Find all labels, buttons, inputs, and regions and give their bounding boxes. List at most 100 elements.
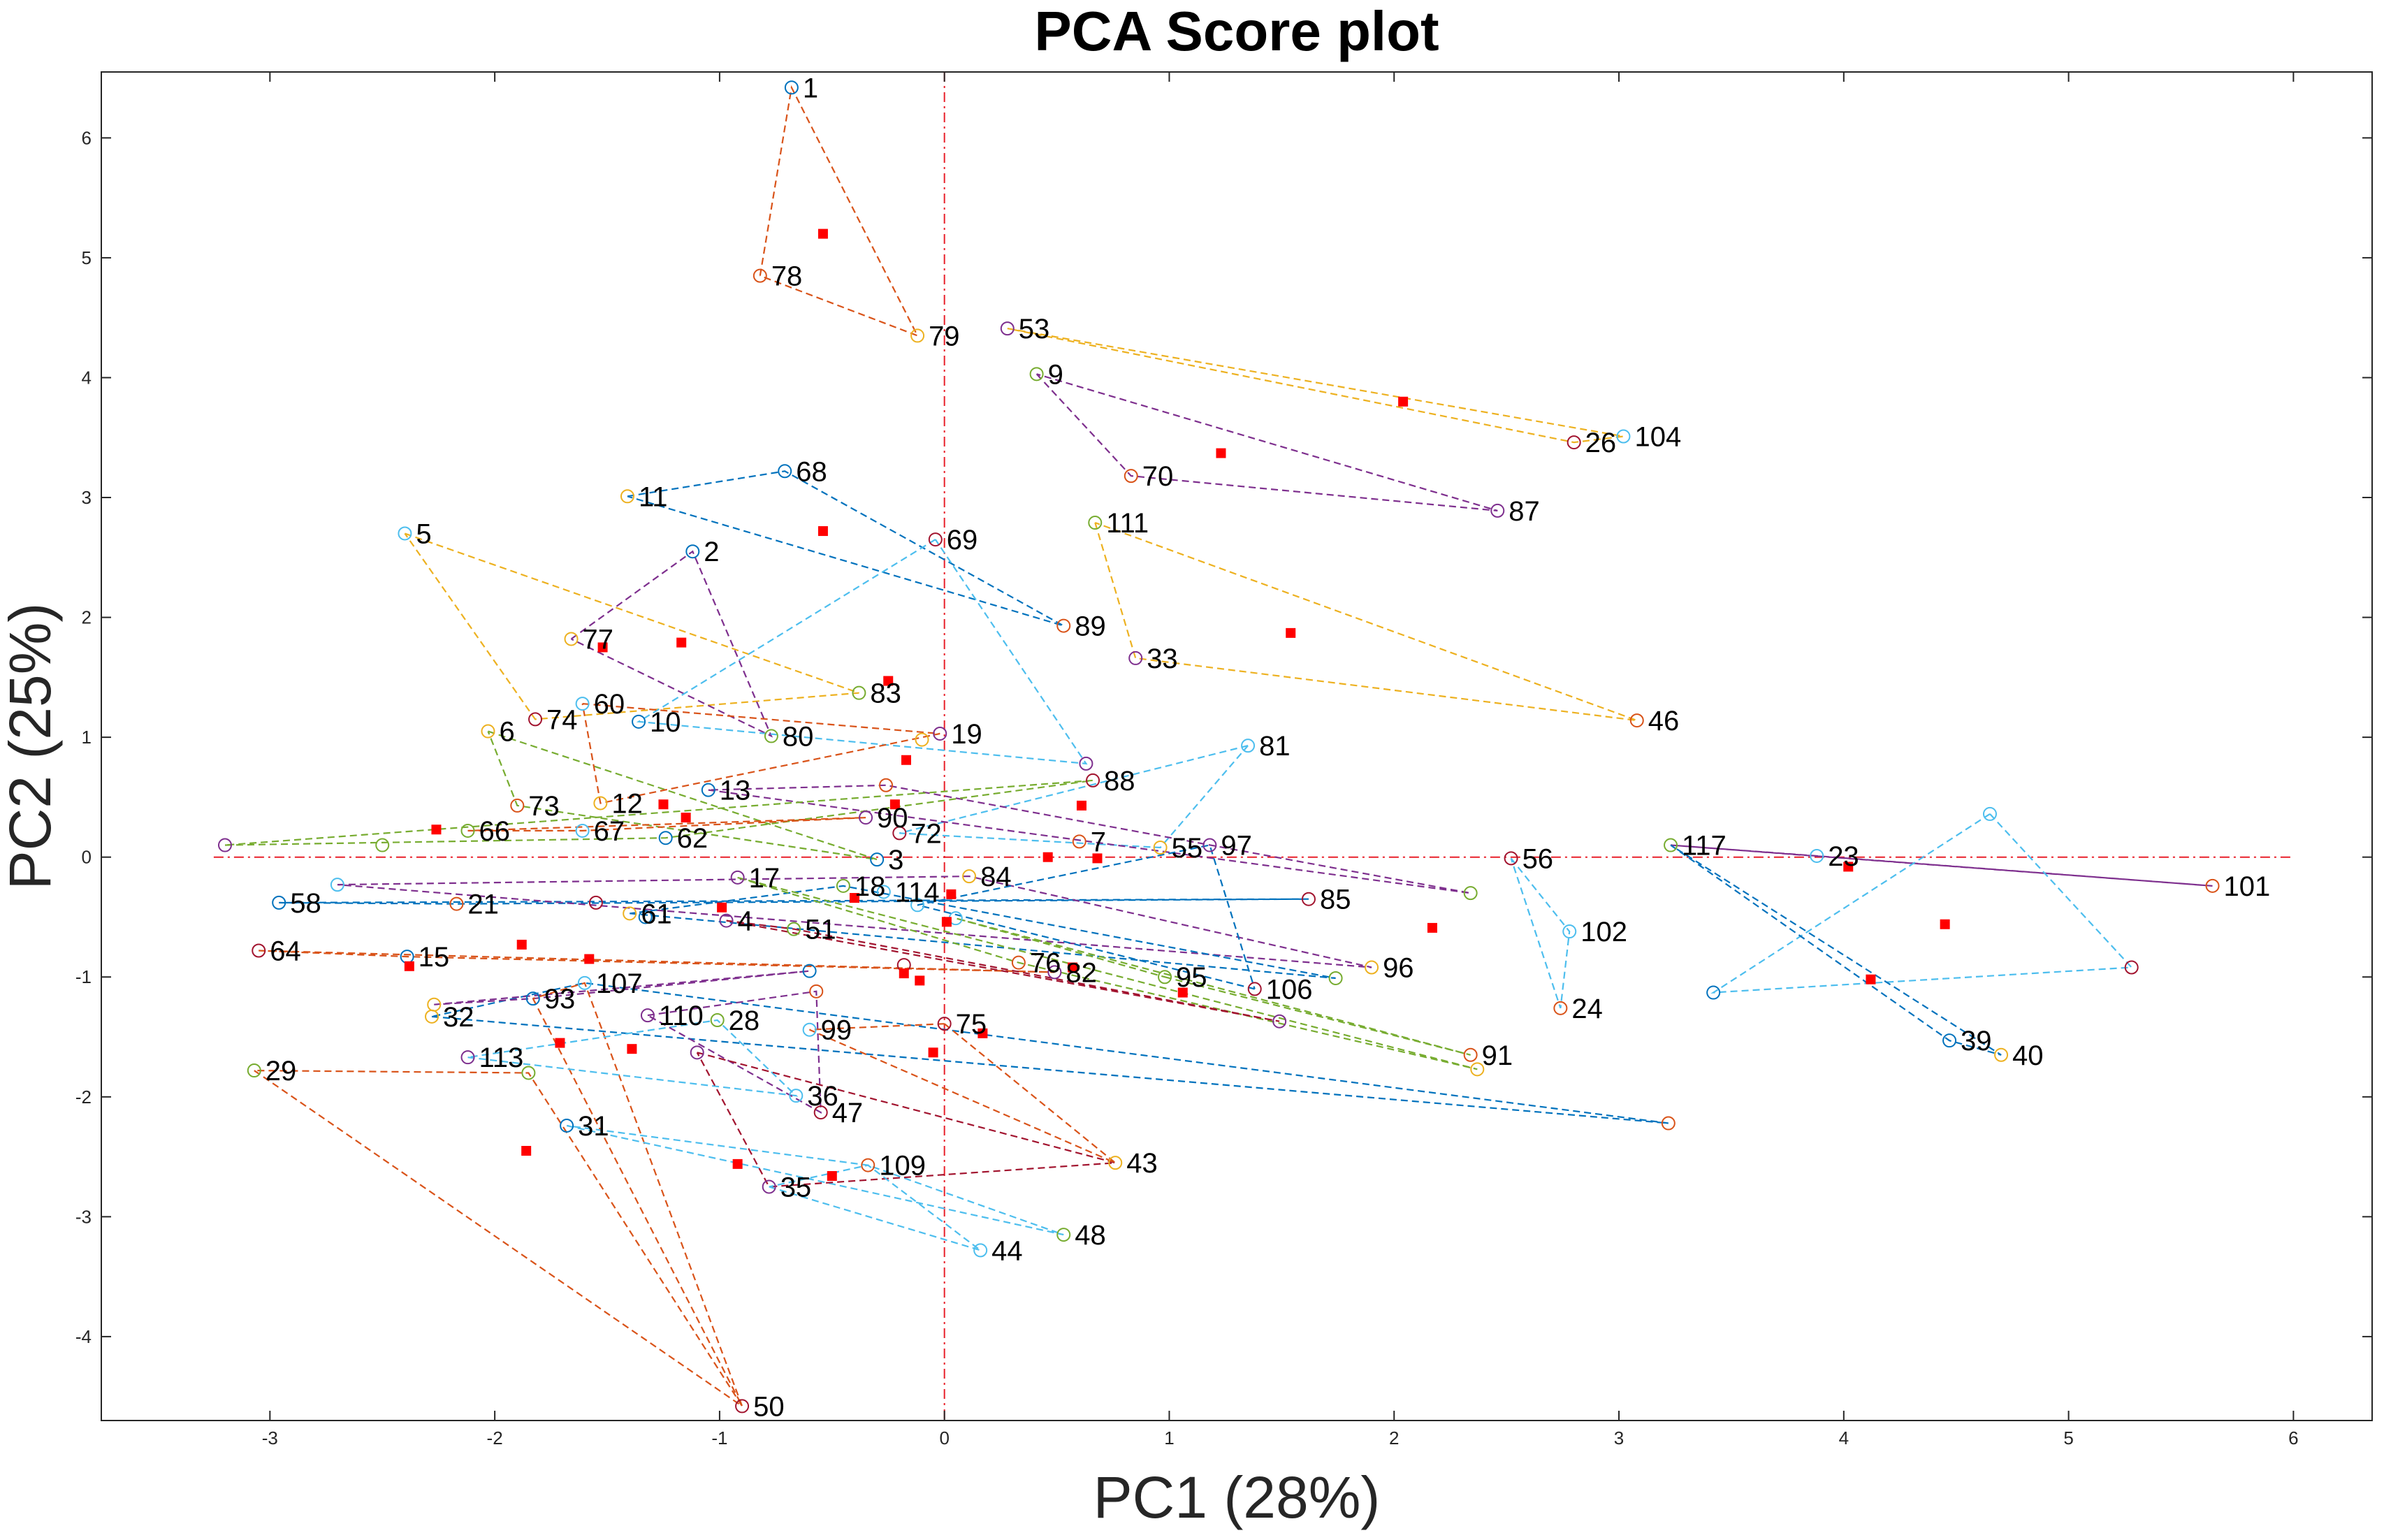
point-label-84: 84 bbox=[980, 862, 1012, 892]
series-line-group-15 bbox=[1670, 844, 2213, 887]
y-tick-label: 1 bbox=[82, 727, 92, 748]
centroid-marker bbox=[658, 799, 669, 810]
data-point-101 bbox=[2205, 878, 2220, 893]
series-line-group-4 bbox=[627, 470, 1064, 627]
point-label-53: 53 bbox=[1019, 314, 1050, 344]
point-label-48: 48 bbox=[1075, 1220, 1106, 1251]
data-point-87 bbox=[1490, 503, 1505, 518]
series-line-group-5 bbox=[1094, 521, 1638, 722]
data-point-2 bbox=[685, 544, 700, 559]
centroid-marker bbox=[516, 939, 527, 950]
y-tick-label: 3 bbox=[82, 487, 92, 508]
data-point-77 bbox=[564, 632, 579, 646]
x-tick-label: 4 bbox=[1839, 1428, 1849, 1448]
point-label-101: 101 bbox=[2224, 871, 2271, 902]
chart-title: PCA Score plot bbox=[1034, 0, 1439, 62]
point-label-6: 6 bbox=[499, 717, 514, 748]
data-point-unlabeled bbox=[1661, 1116, 1676, 1131]
centroid-marker bbox=[1427, 922, 1437, 933]
point-label-56: 56 bbox=[1522, 843, 1554, 874]
data-point-85 bbox=[1301, 892, 1316, 906]
centroid-marker bbox=[915, 975, 925, 986]
x-tick-label: 2 bbox=[1389, 1428, 1399, 1448]
centroid-marker bbox=[827, 1171, 837, 1182]
centroid-marker bbox=[889, 799, 900, 810]
data-point-117 bbox=[1664, 838, 1678, 852]
data-point-76 bbox=[1011, 955, 1026, 970]
point-label-40: 40 bbox=[2012, 1040, 2044, 1071]
point-label-4: 4 bbox=[738, 906, 753, 937]
x-axis-ticks: -3 -2 -1 0 1 2 3 4 5 6 bbox=[262, 72, 2299, 1448]
point-label-69: 69 bbox=[947, 525, 978, 555]
series-line-group-35 bbox=[955, 917, 1471, 1056]
y-tick-label: 0 bbox=[82, 847, 92, 868]
centroid-marker bbox=[555, 1038, 565, 1048]
data-point-unlabeled bbox=[809, 984, 824, 998]
centroid-marker bbox=[584, 954, 595, 964]
data-point-111 bbox=[1088, 516, 1103, 530]
data-point-50 bbox=[735, 1399, 750, 1414]
data-point-68 bbox=[778, 464, 792, 479]
point-label-60: 60 bbox=[594, 689, 625, 720]
data-point-unlabeled bbox=[1079, 756, 1093, 771]
data-point-64 bbox=[252, 943, 266, 958]
series-line-group-17 bbox=[1670, 844, 2002, 1056]
data-point-93 bbox=[525, 991, 540, 1006]
data-point-66 bbox=[460, 823, 475, 838]
data-point-17 bbox=[730, 870, 745, 885]
point-label-11: 11 bbox=[639, 481, 668, 512]
x-tick-label: 0 bbox=[939, 1428, 949, 1448]
data-point-4 bbox=[719, 913, 734, 928]
data-point-24 bbox=[1553, 1001, 1568, 1015]
data-point-82 bbox=[1047, 965, 1062, 980]
point-label-46: 46 bbox=[1648, 706, 1680, 736]
data-point-13 bbox=[701, 783, 715, 797]
point-label-35: 35 bbox=[780, 1172, 812, 1203]
point-label-114: 114 bbox=[895, 877, 940, 908]
series-layer bbox=[224, 85, 2213, 1407]
point-label-106: 106 bbox=[1266, 974, 1313, 1005]
series-line-group-9 bbox=[487, 730, 878, 861]
plot-area bbox=[101, 71, 2373, 1421]
series-line-group-19 bbox=[279, 898, 1309, 905]
data-point-79 bbox=[910, 328, 925, 343]
data-point-unlabeled bbox=[1272, 1014, 1287, 1029]
series-line-group-29 bbox=[254, 1070, 743, 1407]
point-label-43: 43 bbox=[1126, 1148, 1158, 1179]
centroids-layer bbox=[404, 228, 1950, 1182]
data-point-109 bbox=[861, 1158, 875, 1172]
y-tick-label: -4 bbox=[75, 1326, 92, 1347]
point-label-109: 109 bbox=[879, 1151, 926, 1182]
point-label-102: 102 bbox=[1580, 917, 1627, 947]
point-label-26: 26 bbox=[1585, 428, 1617, 458]
data-point-107 bbox=[577, 975, 592, 990]
centroid-marker bbox=[1177, 987, 1188, 998]
data-point-23 bbox=[1810, 848, 1824, 863]
data-point-74 bbox=[528, 712, 543, 727]
centroid-marker bbox=[946, 889, 957, 899]
point-label-29: 29 bbox=[266, 1056, 297, 1087]
series-line-group-11 bbox=[899, 745, 1249, 849]
point-label-97: 97 bbox=[1221, 831, 1252, 862]
data-point-97 bbox=[1202, 838, 1217, 852]
point-label-73: 73 bbox=[528, 791, 560, 822]
point-label-79: 79 bbox=[929, 321, 960, 351]
data-point-19 bbox=[933, 726, 947, 741]
centroid-marker bbox=[681, 813, 691, 823]
series-line-group-1 bbox=[759, 85, 920, 337]
point-label-111: 111 bbox=[1106, 508, 1149, 539]
data-point-unlabeled bbox=[375, 838, 390, 852]
series-line-group-2 bbox=[1007, 328, 1624, 444]
point-label-82: 82 bbox=[1066, 957, 1097, 988]
point-label-13: 13 bbox=[720, 776, 751, 806]
series-line-group-10 bbox=[581, 703, 940, 804]
point-label-113: 113 bbox=[479, 1043, 524, 1073]
point-label-95: 95 bbox=[1176, 962, 1207, 993]
centroid-marker bbox=[899, 968, 909, 979]
data-point-46 bbox=[1629, 713, 1644, 728]
data-point-1 bbox=[784, 80, 799, 95]
point-label-1: 1 bbox=[803, 73, 818, 103]
data-point-89 bbox=[1056, 618, 1071, 633]
x-tick-label: 5 bbox=[2063, 1428, 2073, 1448]
